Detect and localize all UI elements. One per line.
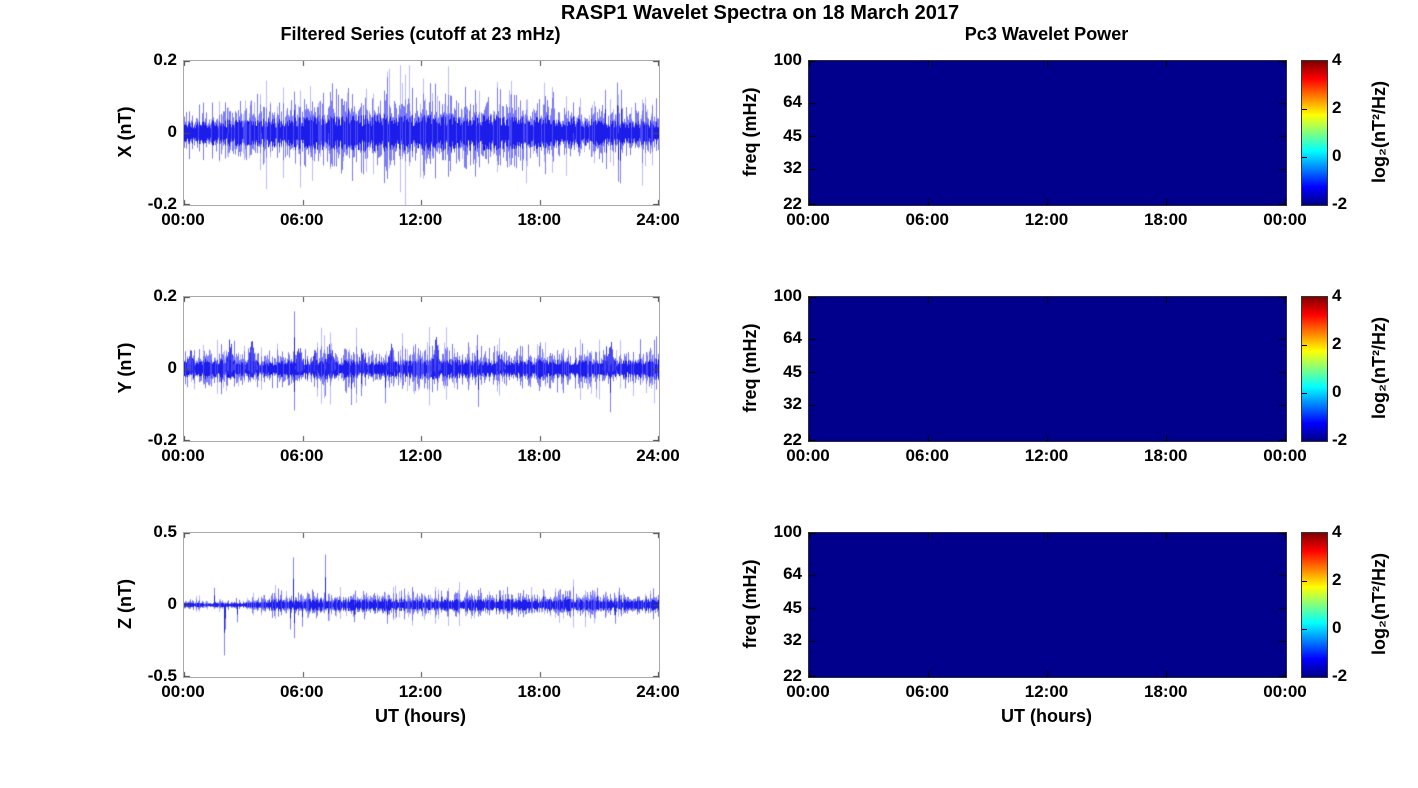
colorbar-tick-label: 2 bbox=[1332, 334, 1342, 353]
z-series-waveform-canvas bbox=[183, 532, 660, 678]
colorbar-tick-label: 4 bbox=[1332, 286, 1342, 305]
x-tick-label: 00:00 bbox=[1263, 210, 1307, 229]
colorbar-tick-label: 2 bbox=[1332, 570, 1342, 589]
colorbar-tick-label: 2 bbox=[1332, 98, 1342, 117]
x-tick-label: 12:00 bbox=[1024, 682, 1069, 701]
colorbar-tick-label: 0 bbox=[1332, 618, 1342, 637]
y-tick-label: -0.2 bbox=[147, 430, 177, 449]
z-spectrogram-canvas bbox=[808, 532, 1287, 678]
x-tick-label: 12:00 bbox=[398, 446, 443, 465]
freq-tick-label: 32 bbox=[783, 158, 802, 178]
x-tick-label: 06:00 bbox=[280, 682, 324, 701]
colorbar-label-y: log₂(nT²/Hz) bbox=[1369, 317, 1389, 419]
x-tick-label: 00:00 bbox=[1263, 446, 1307, 465]
freq-tick-label: 22 bbox=[783, 430, 802, 449]
x-tick-label: 00:00 bbox=[1263, 682, 1307, 701]
x-tick-label: 12:00 bbox=[398, 682, 443, 701]
freq-tick-label: 22 bbox=[783, 194, 802, 213]
x-tick-label: 18:00 bbox=[517, 446, 561, 465]
x-tick-label: 06:00 bbox=[905, 210, 949, 229]
colorbar-label-z: log₂(nT²/Hz) bbox=[1369, 553, 1389, 655]
freq-tick-label: 64 bbox=[783, 328, 802, 348]
x-tick-label: 00:00 bbox=[786, 446, 830, 465]
x-tick-label: 00:00 bbox=[161, 446, 205, 465]
colorbar-tick-label: 0 bbox=[1332, 382, 1342, 401]
left-xaxis-label: UT (hours) bbox=[375, 706, 466, 726]
x-tick-label: 24:00 bbox=[636, 682, 680, 701]
colorbar-tick-label: -2 bbox=[1332, 666, 1348, 685]
freq-tick-label: 32 bbox=[783, 630, 802, 650]
freq-tick-label: 100 bbox=[773, 50, 802, 69]
colorbar-tick bbox=[1302, 157, 1307, 158]
x-tick-label: 18:00 bbox=[517, 210, 561, 229]
freq-tick-label: 22 bbox=[783, 666, 802, 685]
x-tick-label: 18:00 bbox=[517, 682, 561, 701]
z-spectrogram-plot bbox=[808, 532, 1287, 678]
colorbar-z bbox=[1301, 532, 1328, 678]
freq-tick-label: 45 bbox=[783, 125, 802, 145]
freq-tick-label: 32 bbox=[783, 394, 802, 414]
x-series-plot bbox=[183, 60, 660, 206]
colorbar-tick-label: 0 bbox=[1332, 146, 1342, 165]
freq-tick-label: 64 bbox=[783, 92, 802, 112]
y-tick-label: 0.2 bbox=[153, 286, 177, 305]
y-spectrogram-plot bbox=[808, 296, 1287, 442]
x-tick-label: 06:00 bbox=[280, 210, 324, 229]
colorbar-tick-label: -2 bbox=[1332, 430, 1348, 449]
x-tick-label: 06:00 bbox=[905, 446, 949, 465]
y-tick-label: 0 bbox=[167, 122, 177, 141]
freq-tick-label: 100 bbox=[773, 286, 802, 305]
x-tick-label: 18:00 bbox=[1144, 446, 1188, 465]
x-tick-label: 00:00 bbox=[161, 210, 205, 229]
x-tick-label: 12:00 bbox=[1024, 210, 1069, 229]
colorbar-tick-label: 4 bbox=[1332, 50, 1342, 69]
x-tick-label: 24:00 bbox=[636, 446, 680, 465]
colorbar-tick-label: 4 bbox=[1332, 522, 1342, 541]
x-tick-label: 00:00 bbox=[786, 682, 830, 701]
x-tick-label: 00:00 bbox=[786, 210, 830, 229]
colorbar-tick bbox=[1302, 109, 1307, 110]
x-tick-label: 24:00 bbox=[636, 210, 680, 229]
y-series-plot bbox=[183, 296, 660, 442]
y-spectrogram-canvas bbox=[808, 296, 1287, 442]
x-tick-label: 18:00 bbox=[1144, 210, 1188, 229]
x-tick-label: 12:00 bbox=[398, 210, 443, 229]
figure-title: RASP1 Wavelet Spectra on 18 March 2017 bbox=[560, 2, 960, 24]
right-column-title: Pc3 Wavelet Power bbox=[964, 24, 1129, 44]
x-tick-label: 06:00 bbox=[905, 682, 949, 701]
x-tick-label: 06:00 bbox=[280, 446, 324, 465]
left-column-title: Filtered Series (cutoff at 23 mHz) bbox=[280, 24, 561, 44]
y-tick-label: 0.5 bbox=[153, 522, 177, 541]
colorbar-tick-label: -2 bbox=[1332, 194, 1348, 213]
colorbar-tick bbox=[1302, 581, 1307, 582]
colorbar-tick bbox=[1302, 393, 1307, 394]
y-tick-label: 0 bbox=[167, 594, 177, 613]
y-tick-label: -0.2 bbox=[147, 194, 177, 213]
freq-tick-label: 100 bbox=[773, 522, 802, 541]
z-series-plot bbox=[183, 532, 660, 678]
x-tick-label: 18:00 bbox=[1144, 682, 1188, 701]
x-tick-label: 00:00 bbox=[161, 682, 205, 701]
x-spectrogram-canvas bbox=[808, 60, 1287, 206]
colorbar-tick bbox=[1302, 629, 1307, 630]
freq-tick-label: 45 bbox=[783, 361, 802, 381]
freq-tick-label: 45 bbox=[783, 597, 802, 617]
x-tick-label: 12:00 bbox=[1024, 446, 1069, 465]
x-series-waveform-canvas bbox=[183, 60, 660, 206]
x-spectrogram-plot bbox=[808, 60, 1287, 206]
y-series-waveform-canvas bbox=[183, 296, 660, 442]
y-tick-label: 0.2 bbox=[153, 50, 177, 69]
freq-tick-label: 64 bbox=[783, 564, 802, 584]
colorbar-label-x: log₂(nT²/Hz) bbox=[1369, 81, 1389, 183]
y-tick-label: 0 bbox=[167, 358, 177, 377]
right-xaxis-label: UT (hours) bbox=[1001, 706, 1092, 726]
colorbar-tick bbox=[1302, 345, 1307, 346]
colorbar-y bbox=[1301, 296, 1328, 442]
y-tick-label: -0.5 bbox=[147, 666, 177, 685]
colorbar-x bbox=[1301, 60, 1328, 206]
